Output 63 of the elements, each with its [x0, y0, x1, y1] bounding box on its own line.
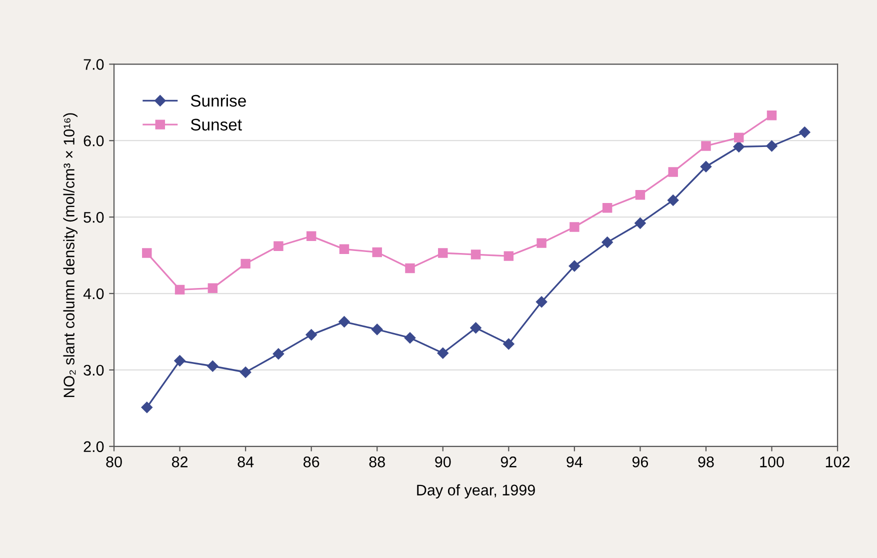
y-tick-label: 5.0: [84, 212, 104, 223]
point: [602, 203, 612, 213]
point: [570, 222, 580, 232]
x-tick-label: 82: [172, 456, 188, 468]
point: [174, 284, 185, 295]
point: [339, 244, 350, 254]
point: [372, 247, 382, 258]
point: [667, 194, 679, 206]
point: [536, 238, 546, 248]
x-tick-label: 88: [369, 456, 385, 468]
point: [536, 296, 548, 308]
point: [766, 140, 778, 152]
point: [404, 332, 416, 344]
x-tick-label: 90: [435, 456, 451, 468]
point: [700, 161, 712, 172]
y-tick-label: 6.0: [84, 135, 104, 146]
x-tick-label: 84: [238, 456, 254, 468]
point: [174, 355, 186, 366]
point: [141, 402, 153, 414]
y-tick-label: 4.0: [83, 288, 104, 300]
y-tick-label: 7.0: [84, 59, 104, 70]
point: [701, 141, 711, 151]
point: [207, 360, 218, 372]
x-tick-label: 96: [632, 456, 648, 468]
x-tick-label: 100: [760, 456, 784, 468]
y-tick-label: 3.0: [84, 364, 104, 376]
point: [733, 141, 744, 152]
point: [274, 241, 284, 251]
x-tick-label: 92: [500, 456, 516, 468]
point: [568, 260, 580, 272]
x-tick-label: 98: [698, 456, 714, 468]
x-tick-label: 94: [566, 456, 582, 468]
point: [438, 248, 448, 258]
point: [602, 236, 613, 248]
point: [437, 348, 448, 359]
point: [634, 218, 646, 229]
point: [470, 250, 481, 260]
legend-label: Sunset: [190, 118, 242, 131]
x-tick-label: 102: [826, 456, 850, 468]
point: [668, 167, 678, 177]
point: [272, 348, 284, 360]
point: [635, 190, 646, 200]
y-axis-title: NO₂ slant column density (mol/cm³ × 10¹⁶): [63, 113, 78, 398]
point: [734, 132, 744, 142]
x-axis-title: Day of year, 1999: [417, 484, 535, 498]
point: [799, 126, 810, 138]
x-tick-label: 86: [304, 456, 320, 468]
point: [142, 248, 152, 258]
point: [208, 283, 218, 294]
point: [306, 329, 317, 340]
point: [240, 258, 250, 269]
x-tick-label: 80: [106, 456, 122, 468]
point: [766, 110, 777, 120]
point: [240, 366, 252, 378]
legend-label: Sunrise: [190, 94, 246, 107]
point: [338, 316, 350, 328]
point: [470, 322, 482, 334]
y-tick-label: 2.0: [84, 441, 104, 452]
point: [306, 231, 316, 242]
point: [503, 338, 514, 350]
point: [504, 251, 514, 261]
point: [372, 324, 383, 336]
point: [405, 263, 415, 274]
